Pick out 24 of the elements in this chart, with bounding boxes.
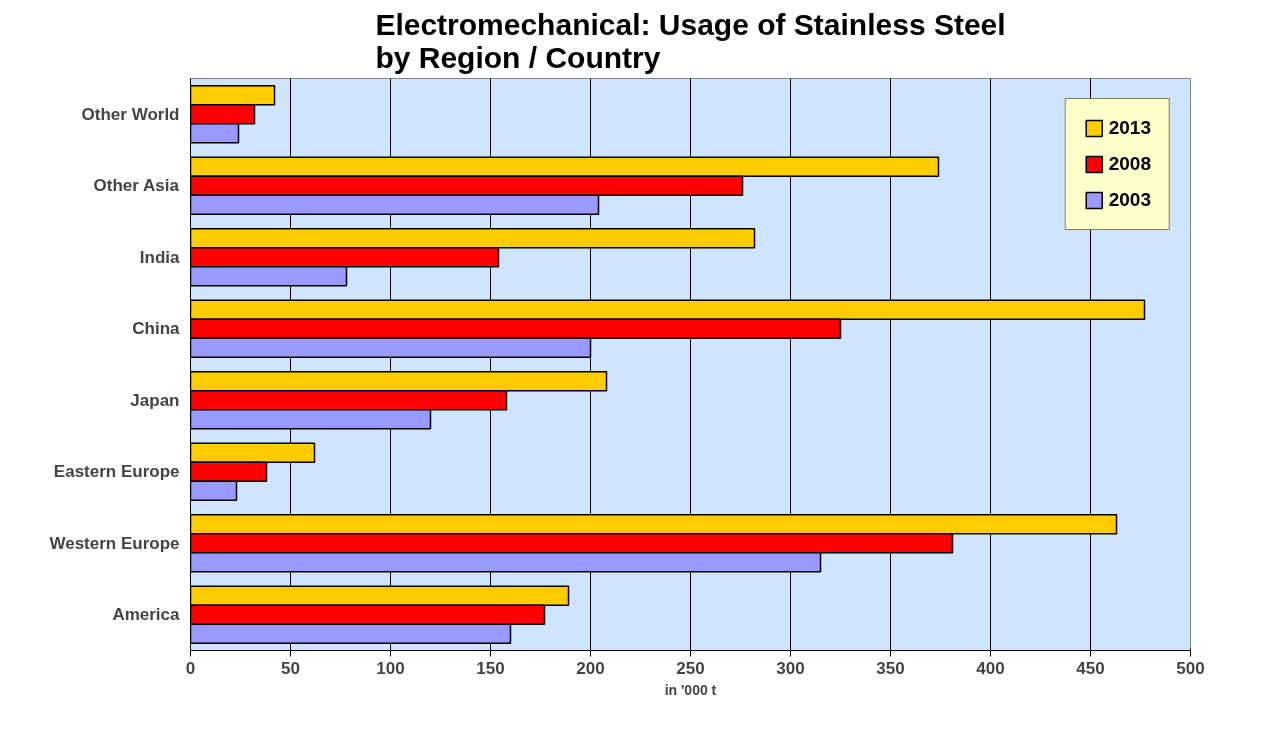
chart-title: Electromechanical: Usage of Stainless Steel by Region / Country	[375, 7, 1006, 74]
y-tick-label: Japan	[130, 390, 180, 410]
x-tick-label: 350	[876, 658, 905, 678]
x-tick-label: 200	[576, 658, 605, 678]
x-tick-label: 300	[776, 658, 805, 678]
x-tick-label: 100	[376, 658, 405, 678]
y-tick-label: China	[132, 319, 181, 339]
x-tick-label: 250	[676, 658, 705, 678]
y-tick-label: Other World	[81, 104, 180, 124]
legend-label: 2003	[1108, 189, 1151, 211]
x-tick-label: 150	[476, 658, 505, 678]
x-axis-title: in '000 t	[664, 681, 717, 698]
legend-label: 2013	[1108, 117, 1151, 139]
x-tick-label: 450	[1076, 658, 1105, 678]
y-tick-label: Eastern Europe	[53, 462, 180, 482]
legend-label: 2008	[1108, 153, 1151, 175]
x-tick-label: 500	[1176, 658, 1205, 678]
y-tick-label: America	[112, 605, 181, 625]
x-tick-label: 400	[976, 658, 1005, 678]
x-tick-label: 0	[185, 658, 196, 678]
y-tick-label: India	[139, 247, 181, 267]
x-tick-label: 50	[281, 658, 300, 678]
y-tick-label: Western Europe	[49, 533, 180, 553]
y-tick-label: Other Asia	[93, 176, 180, 196]
